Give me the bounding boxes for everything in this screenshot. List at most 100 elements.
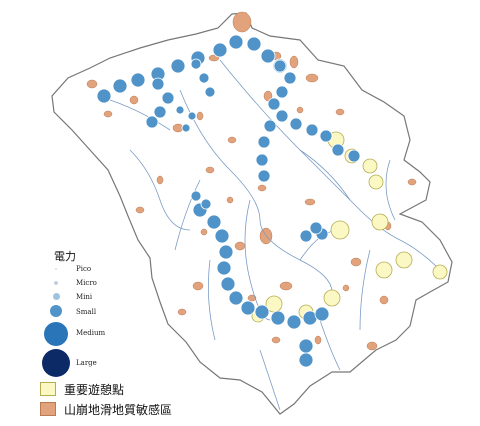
hydropower-site [190,58,202,70]
hydropower-site [270,310,286,326]
hydropower-site [305,123,319,137]
hydropower-site [309,221,323,235]
hydropower-site [275,85,289,99]
river-line [219,59,441,271]
hydropower-site [275,109,289,123]
landslide-area [135,206,145,214]
legend-dot-pico [55,268,57,270]
landslide-area [279,281,293,291]
hydropower-site [170,58,186,74]
landslide-area [379,295,389,305]
hydropower-site [298,338,314,354]
river-line [174,179,201,251]
landslide-area [305,73,319,83]
river-line [385,159,396,221]
hydropower-site [283,71,297,85]
hydropower-site [228,290,244,306]
legend-label-mini: Mini [76,293,93,301]
hydropower-site [299,229,313,243]
landslide-area [247,294,257,302]
river-line [319,319,341,371]
hydropower-site [254,304,270,320]
hydropower-site [200,198,212,210]
tourist-spot [362,158,378,174]
landslide-area [227,136,237,144]
landslide-area [304,198,316,206]
hydropower-site [214,228,230,244]
legend-title: 電力 [54,250,76,263]
tourist-spot [368,174,384,190]
river-line [129,149,191,231]
hydropower-site [153,105,167,119]
landslide-area [129,95,139,105]
hydropower-sites [96,34,361,368]
hydropower-site [204,86,216,98]
tourist-spot [432,264,448,280]
hydropower-site [198,72,210,84]
hydropower-site [263,119,277,133]
landslide-area [232,11,252,33]
legend-dot-large [42,349,70,377]
landslide-area [335,108,345,116]
river-line [259,349,281,411]
hydropower-site [228,34,244,50]
county-boundary [51,12,453,415]
landslide-area [314,335,322,345]
legend-label-large: Large [76,359,97,367]
hydropower-site [267,97,281,111]
legend-label-landslide: 山崩地滑地質敏感區 [64,403,173,417]
landslide-area [177,308,187,316]
hydropower-site [257,169,271,183]
legend-swatch-landslide [40,402,56,416]
legend-label-micro: Micro [76,279,97,287]
tourist-spot [371,213,389,231]
hydropower-site [273,59,287,73]
legend-dot-small [50,305,62,317]
landslide-area [263,90,273,102]
landslide-area [350,257,362,267]
tourist-spot [375,261,393,279]
tourist-spot [395,251,413,269]
legend-dot-mini [53,293,60,300]
legend-swatch-tourist-spot [40,382,56,396]
landslide-area [205,166,215,174]
tourist-spot [323,289,341,307]
hydropower-site [289,117,303,131]
landslide-area [234,241,246,251]
river-line [207,259,216,341]
landslide-area [172,123,184,133]
hydropower-site [130,72,146,88]
legend-label-pico: Pico [76,265,92,273]
hydropower-site [347,149,361,163]
hydropower-site [260,48,276,64]
legend: 電力 Pico Micro Mini Small Medium Large 重要… [34,248,234,418]
hydropower-site [240,300,256,316]
landslide-area [103,110,113,118]
tourist-spot [330,220,350,240]
hydropower-site [181,123,191,133]
hydropower-site [246,36,262,52]
hydropower-site [175,105,185,115]
hydropower-site [161,91,175,105]
legend-label-medium: Medium [76,329,106,337]
hydropower-site [286,314,302,330]
legend-label-tourist-spot: 重要遊憩點 [64,383,125,397]
hydropower-site [112,78,128,94]
landslide-area [192,281,204,291]
hydropower-site [319,129,333,143]
hydropower-site [187,111,197,121]
hydropower-site [255,153,269,167]
hydropower-site [257,135,271,149]
hydropower-site [145,115,159,129]
landslide-area [226,196,234,204]
hydropower-site [298,352,314,368]
hydropower-site [206,214,222,230]
hydropower-site [212,42,228,58]
hydropower-site [314,306,330,322]
landslide-area [86,79,98,89]
landslide-area [156,175,164,185]
landslide-area [366,341,378,351]
hydropower-site [216,260,232,276]
hydropower-site [218,244,234,260]
